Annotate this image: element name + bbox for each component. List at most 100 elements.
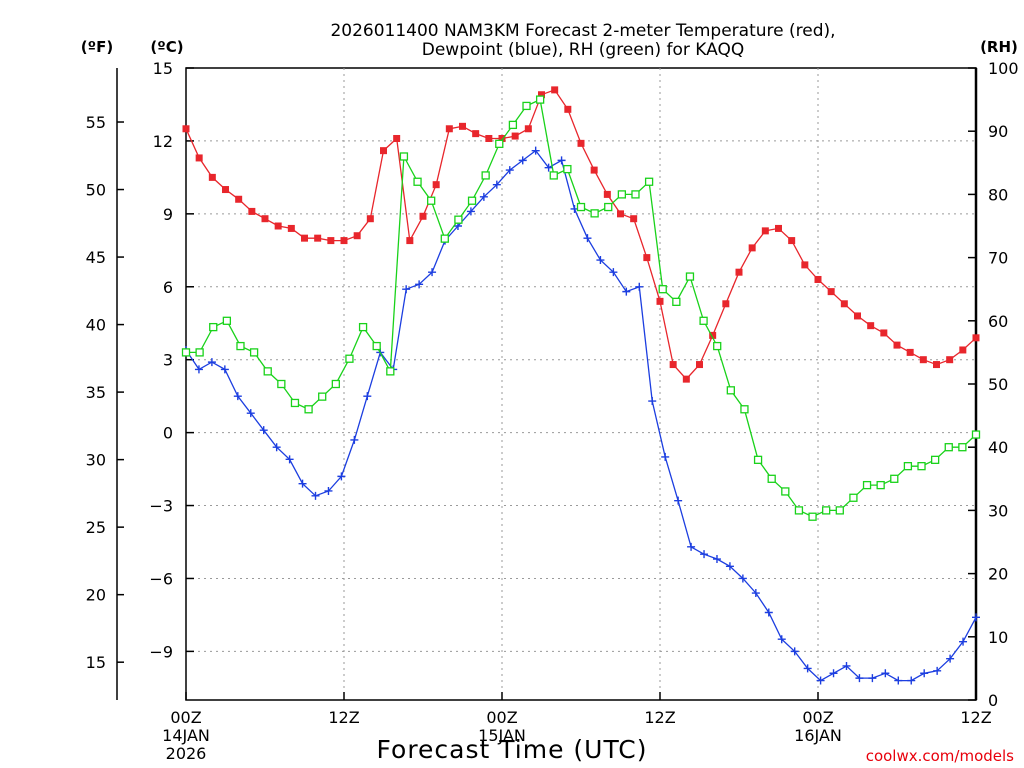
time-date-label: 14JAN: [162, 726, 210, 745]
dewpoint-point: [972, 613, 980, 622]
rh-point: [835, 506, 844, 515]
rh-point: [917, 462, 926, 471]
rh-tick-label: 20: [988, 565, 1008, 584]
temperature-point: [603, 190, 611, 198]
temperature-point: [827, 288, 835, 296]
temperature-point: [472, 130, 480, 138]
dewpoint-point: [207, 358, 216, 367]
fahrenheit-tick-label: 45: [86, 248, 106, 267]
temperature-point: [893, 341, 901, 349]
rh-point: [631, 190, 640, 199]
celsius-tick-label: −6: [149, 569, 173, 588]
rh-point: [699, 316, 708, 325]
temperature-point: [314, 234, 322, 242]
temperature-point: [538, 91, 545, 99]
dewpoint-point: [816, 676, 825, 685]
fahrenheit-tick-label: 50: [86, 181, 106, 200]
dewpoint-point: [868, 674, 877, 683]
time-date-label: 16JAN: [794, 726, 842, 745]
celsius-tick-label: 15: [153, 59, 173, 78]
temperature-point: [222, 186, 229, 194]
temperature-point: [340, 237, 348, 245]
temperature-point: [590, 166, 598, 174]
dewpoint-point: [635, 282, 644, 291]
rh-point: [372, 341, 381, 351]
dewpoint-point: [311, 491, 320, 500]
rh-point: [304, 405, 313, 414]
rh-point: [822, 506, 831, 515]
rh-point: [290, 398, 300, 408]
dewpoint-point: [544, 163, 553, 172]
credit-text: coolwx.com/models: [866, 747, 1014, 765]
temperature-point: [854, 312, 861, 320]
dewpoint-point: [920, 669, 929, 678]
temperature-point: [380, 147, 387, 155]
temperature-point: [551, 86, 559, 94]
rh-point: [481, 171, 490, 180]
dewpoint-point: [907, 676, 916, 685]
rh-point: [849, 493, 858, 502]
dewpoint-point: [492, 180, 501, 189]
temperature-point: [906, 348, 914, 356]
temperature-point: [274, 222, 282, 230]
temperature-point: [498, 134, 506, 142]
rh-point: [617, 190, 627, 199]
rh-point: [563, 164, 572, 174]
dewpoint-point: [415, 280, 424, 289]
rh-point: [753, 455, 763, 464]
temperature-point: [327, 237, 335, 245]
rh-point: [181, 348, 191, 357]
dewpoint-point: [777, 635, 786, 644]
dewpoint-point: [259, 426, 268, 435]
rh-point: [549, 171, 558, 180]
temperature-point: [419, 212, 427, 220]
dewpoint-point: [337, 472, 346, 481]
dewpoint-point: [764, 608, 773, 617]
rh-point: [440, 234, 449, 243]
rh-point: [658, 285, 667, 294]
chart-title-line2: Dewpoint (blue), RH (green) for KAQQ: [422, 40, 745, 60]
dewpoint-point: [363, 392, 372, 401]
dewpoint-series: [182, 146, 980, 685]
dewpoint-point: [324, 486, 333, 495]
dewpoint-point: [402, 285, 411, 294]
rh-point: [399, 152, 409, 161]
rh-line: [186, 98, 977, 518]
temperature-point: [735, 268, 743, 276]
temperature-point: [959, 346, 967, 354]
dewpoint-point: [946, 654, 955, 663]
time-year-label: 2026: [166, 744, 207, 763]
rh-point: [576, 202, 586, 212]
rh-point: [876, 480, 885, 490]
rh-point: [495, 139, 504, 148]
dewpoint-point: [557, 156, 566, 165]
rh-point: [781, 487, 790, 496]
rh-point: [862, 480, 872, 490]
temperature-point: [709, 331, 717, 339]
celsius-tick-label: 12: [153, 132, 173, 151]
rh-point: [794, 506, 804, 515]
dewpoint-point: [298, 479, 307, 488]
rh-point: [590, 209, 599, 218]
rh-point: [386, 367, 395, 376]
rh-tick-label: 90: [988, 122, 1008, 141]
celsius-unit-label: (ºC): [150, 38, 183, 56]
time-tick-label: 00Z: [486, 708, 517, 727]
temperature-point: [761, 227, 769, 235]
temperature-point: [366, 215, 374, 223]
temperature-point: [393, 134, 401, 142]
dewpoint-point: [712, 555, 721, 564]
temperature-point: [195, 154, 203, 162]
rh-point: [222, 316, 232, 325]
temperature-point: [353, 232, 361, 240]
rh-point: [345, 354, 354, 363]
rh-unit-label: (RH): [980, 38, 1018, 56]
rh-point: [209, 322, 218, 332]
fahrenheit-tick-label: 15: [86, 653, 106, 672]
rh-point: [726, 386, 735, 395]
time-tick-label: 12Z: [328, 708, 359, 727]
temperature-point: [524, 125, 532, 133]
rh-point: [535, 95, 545, 104]
temperature-point: [301, 234, 308, 242]
